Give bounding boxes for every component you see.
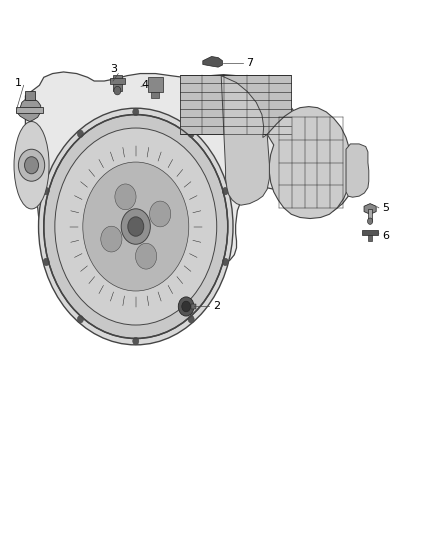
Bar [151,92,159,98]
Bar [362,230,378,235]
Polygon shape [25,72,356,272]
Text: 4: 4 [141,80,148,90]
Polygon shape [17,99,41,122]
Polygon shape [203,56,223,67]
Text: 1: 1 [15,78,22,87]
Polygon shape [346,144,369,197]
Circle shape [367,218,373,224]
Circle shape [115,184,136,209]
Bar [368,235,372,241]
Circle shape [43,188,49,195]
Circle shape [43,258,49,265]
Polygon shape [267,107,350,219]
Circle shape [188,130,194,138]
Circle shape [133,108,139,116]
Circle shape [178,297,194,316]
Circle shape [128,217,144,236]
Bar [110,78,125,84]
Circle shape [135,244,157,269]
Text: 3: 3 [110,64,117,74]
Text: 5: 5 [382,203,389,213]
Circle shape [78,130,84,138]
Circle shape [18,149,45,181]
Circle shape [222,188,228,195]
Circle shape [25,157,39,174]
Polygon shape [221,76,269,205]
Circle shape [114,86,121,95]
Circle shape [44,115,228,338]
Text: 6: 6 [382,231,389,240]
Text: 2: 2 [213,302,220,311]
Bar [148,77,163,92]
Bar [368,209,372,221]
Circle shape [222,258,228,265]
Circle shape [39,108,233,345]
Bar [113,75,122,91]
Bar [180,75,291,134]
Polygon shape [364,204,376,214]
Circle shape [182,301,191,312]
Circle shape [78,316,84,323]
Bar [25,91,35,100]
Circle shape [188,316,194,323]
Circle shape [83,162,189,291]
Ellipse shape [14,122,49,209]
Text: 7: 7 [246,58,253,68]
Bar [16,107,43,113]
Circle shape [55,128,217,325]
Bar [191,304,196,309]
Circle shape [133,337,139,345]
Circle shape [121,209,150,244]
Circle shape [101,226,122,252]
Circle shape [150,201,171,227]
